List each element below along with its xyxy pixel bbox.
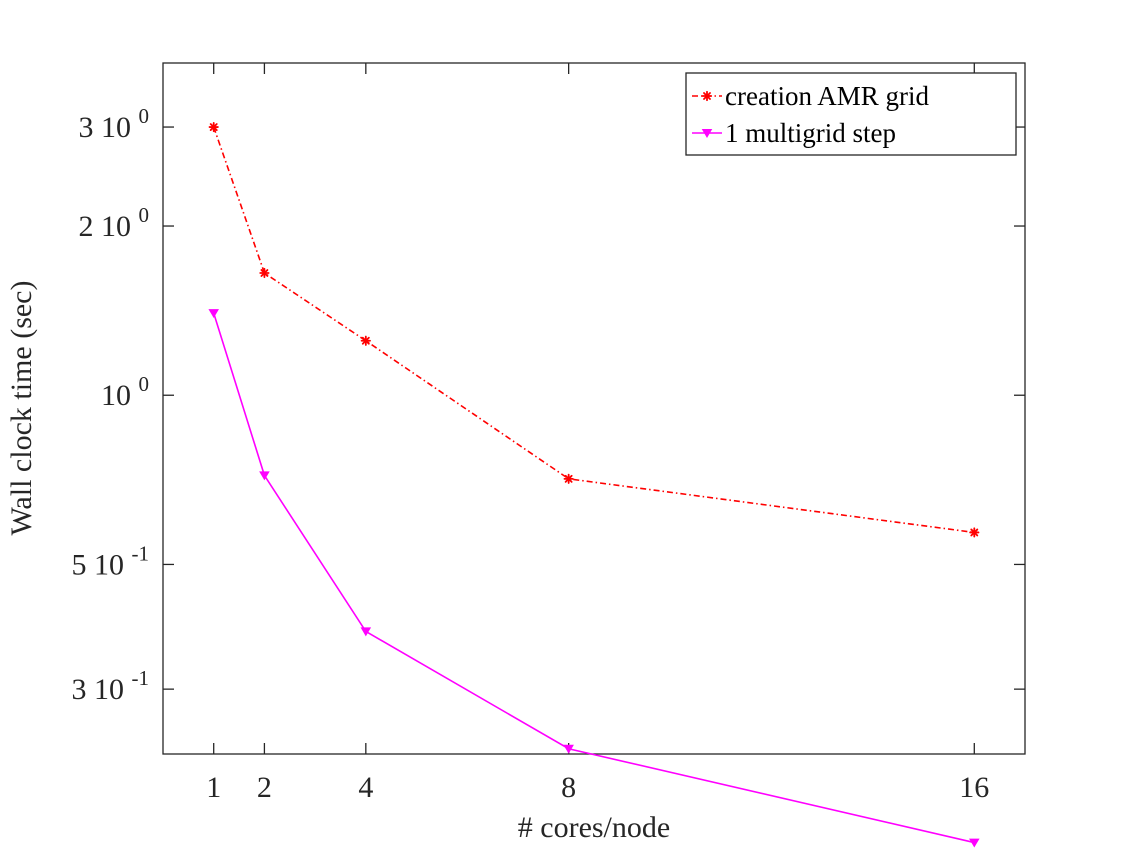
data-point-stroke [703, 92, 711, 100]
data-point [701, 90, 713, 102]
legend-label: 1 multigrid step [725, 118, 896, 148]
y-tick-label: 10 0 [101, 372, 149, 412]
data-point-stroke [970, 528, 979, 537]
data-point [360, 335, 371, 346]
legend-label: creation AMR grid [725, 81, 929, 111]
x-tick-label: 8 [561, 771, 576, 804]
y-tick-label: 3 10 0 [79, 104, 150, 144]
data-point-stroke [564, 474, 573, 483]
data-point [208, 121, 219, 133]
x-tick-label: 4 [358, 771, 373, 804]
series-line [212, 126, 975, 534]
legend-box [685, 72, 1017, 156]
data-point-stroke [209, 123, 218, 131]
y-tick-label: 5 10 -1 [72, 541, 150, 581]
data-point [208, 309, 219, 319]
y-tick-label: 3 10 -1 [72, 666, 150, 706]
data-point [563, 744, 574, 754]
legend-entries: creation AMR grid 1 multigrid step [692, 81, 929, 148]
data-point [969, 838, 980, 848]
data-point-stroke [260, 269, 269, 277]
y-axis-title: Wall clock time (sec) [5, 281, 38, 536]
data-point [701, 128, 713, 138]
data-point-stroke [361, 336, 370, 345]
x-tick-label: 1 [206, 771, 221, 804]
x-axis-title: # cores/node [518, 811, 670, 844]
data-point [969, 527, 980, 538]
data-point [259, 471, 270, 481]
data-point [563, 473, 574, 484]
x-tick-label: 2 [257, 771, 272, 804]
legend: creation AMR grid 1 multigrid step [685, 72, 1017, 156]
data-point [259, 267, 270, 279]
axes-frame [162, 62, 1026, 755]
x-ticks: 1 2 4 8 16 [206, 63, 989, 804]
y-tick-label: 2 10 0 [79, 203, 150, 243]
y-ticks: 3 10 -1 5 10 -1 10 0 2 10 0 3 10 0 [72, 104, 1025, 706]
plot-area [162, 62, 1026, 755]
series-layer [208, 121, 980, 848]
data-point [360, 627, 372, 637]
x-tick-label: 16 [959, 771, 989, 804]
